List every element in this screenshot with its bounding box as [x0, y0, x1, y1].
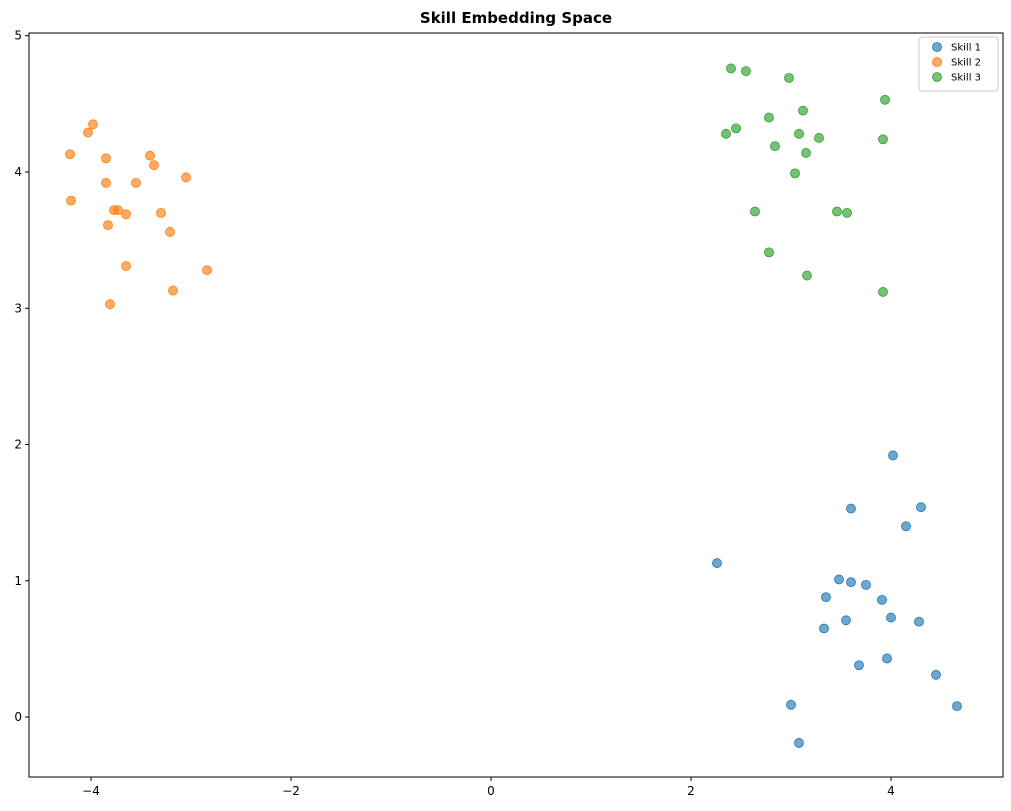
scatter-point-skill-3	[794, 128, 804, 139]
scatter-point-skill-2	[145, 150, 155, 161]
data-points	[65, 63, 962, 748]
scatter-point-skill-2	[105, 299, 115, 310]
scatter-point-skill-1	[819, 623, 829, 634]
scatter-point-skill-2	[66, 195, 76, 206]
scatter-point-skill-2	[121, 261, 131, 271]
scatter-point-skill-1	[914, 616, 924, 627]
scatter-point-skill-1	[886, 612, 896, 623]
y-tick-label: 1	[14, 574, 22, 588]
legend-label-skill-1: Skill 1	[951, 43, 981, 54]
scatter-point-skill-2	[181, 172, 191, 183]
scatter-point-skill-1	[846, 503, 856, 514]
scatter-point-skill-2	[165, 227, 175, 237]
scatter-point-skill-3	[731, 123, 741, 134]
x-tick-label: −2	[282, 784, 300, 798]
scatter-point-skill-1	[854, 660, 864, 671]
scatter-point-skill-2	[65, 149, 75, 160]
scatter-point-skill-1	[794, 738, 804, 748]
scatter-point-skill-1	[861, 579, 871, 590]
scatter-point-skill-1	[901, 521, 911, 532]
scatter-point-skill-1	[916, 502, 926, 513]
scatter-point-skill-3	[726, 63, 736, 74]
legend-label-skill-2: Skill 2	[951, 58, 981, 69]
scatter-point-skill-2	[131, 177, 141, 188]
scatter-point-skill-1	[786, 699, 796, 710]
x-axis: −4 −2 0 2 4	[82, 777, 895, 798]
y-tick-label: 0	[14, 710, 22, 724]
y-tick-label: 3	[14, 301, 22, 315]
scatter-point-skill-1	[888, 450, 898, 461]
scatter-point-skill-2	[202, 265, 212, 275]
scatter-point-skill-3	[790, 168, 800, 179]
x-tick-label: 2	[687, 784, 695, 798]
scatter-point-skill-2	[88, 119, 98, 130]
scatter-point-skill-2	[101, 153, 111, 164]
scatter-point-skill-3	[784, 73, 794, 83]
scatter-point-skill-1	[712, 558, 722, 568]
scatter-point-skill-3	[802, 270, 812, 281]
scatter-point-skill-3	[814, 133, 824, 143]
legend-marker-skill-2	[932, 57, 942, 67]
scatter-point-skill-1	[877, 594, 887, 605]
scatter-point-skill-3	[741, 66, 751, 77]
x-tick-label: 4	[887, 784, 895, 798]
scatter-point-skill-1	[882, 653, 892, 664]
scatter-point-skill-2	[149, 160, 159, 171]
scatter-point-skill-1	[846, 577, 856, 588]
scatter-point-skill-3	[721, 128, 731, 139]
y-tick-label: 2	[14, 438, 22, 452]
scatter-point-skill-3	[842, 207, 852, 218]
scatter-point-skill-1	[821, 592, 831, 603]
y-axis: 0 1 2 3 4 5	[14, 29, 29, 724]
scatter-point-skill-3	[770, 141, 780, 151]
scatter-point-skill-1	[834, 574, 844, 585]
scatter-point-skill-2	[156, 207, 166, 218]
scatter-point-skill-3	[764, 247, 774, 258]
y-tick-label: 4	[14, 165, 22, 179]
scatter-point-skill-2	[83, 127, 93, 138]
x-tick-label: 0	[487, 784, 495, 798]
scatter-point-skill-2	[101, 177, 111, 188]
scatter-point-skill-2	[113, 205, 123, 216]
scatter-point-skill-2	[103, 220, 113, 231]
legend-marker-skill-1	[932, 42, 942, 52]
chart-title: Skill Embedding Space	[420, 9, 612, 27]
scatter-point-skill-3	[878, 134, 888, 145]
scatter-point-skill-2	[121, 209, 131, 220]
scatter-point-skill-1	[841, 615, 851, 626]
legend-label-skill-3: Skill 3	[951, 73, 981, 84]
legend-marker-skill-3	[932, 72, 942, 82]
scatter-point-skill-3	[750, 206, 760, 217]
scatter-point-skill-2	[168, 285, 178, 296]
scatter-point-skill-3	[764, 112, 774, 123]
scatter-point-skill-1	[952, 701, 962, 712]
scatter-point-skill-3	[832, 206, 842, 217]
scatter-point-skill-3	[880, 94, 890, 105]
plot-area-frame	[28, 32, 1004, 778]
scatter-point-skill-3	[878, 287, 888, 297]
scatter-point-skill-3	[801, 148, 811, 158]
scatter-point-skill-3	[798, 105, 808, 116]
legend: Skill 1 Skill 2 Skill 3	[918, 36, 999, 92]
y-tick-label: 5	[14, 29, 22, 43]
scatter-point-skill-1	[931, 669, 941, 680]
x-tick-label: −4	[82, 784, 100, 798]
